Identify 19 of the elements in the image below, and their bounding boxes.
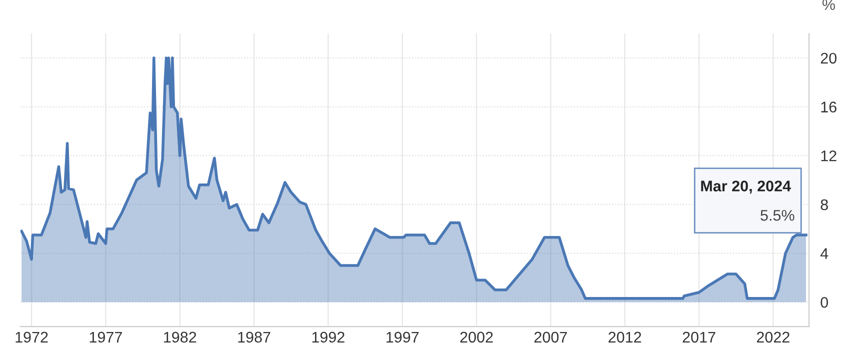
x-tick-label: 1977 <box>90 332 122 343</box>
y-tick-label: 12 <box>821 150 836 162</box>
x-tick-label: 2022 <box>756 332 790 343</box>
x-tick-label: 2002 <box>460 332 493 343</box>
y-tick-label: 4 <box>820 248 828 259</box>
x-tick-label: 1982 <box>164 332 196 343</box>
x-tick-label: 1972 <box>16 332 48 343</box>
x-tick-label: 2012 <box>608 332 642 343</box>
y-tick-label: 0 <box>820 296 828 308</box>
annotation: Mar 20, 2024 <box>701 180 791 194</box>
x-tick-label: 1987 <box>238 332 270 343</box>
y-tick-label: 16 <box>821 102 836 112</box>
x-tick-label: 2017 <box>682 332 716 343</box>
x-tick-label: 2007 <box>534 332 567 343</box>
annotation: 5.5% <box>760 210 794 221</box>
x-tick-label: 1992 <box>312 332 344 343</box>
y-tick-label: 8 <box>820 199 828 210</box>
x-tick-label: 1997 <box>386 332 419 343</box>
y-tick-label: 20 <box>820 52 836 64</box>
